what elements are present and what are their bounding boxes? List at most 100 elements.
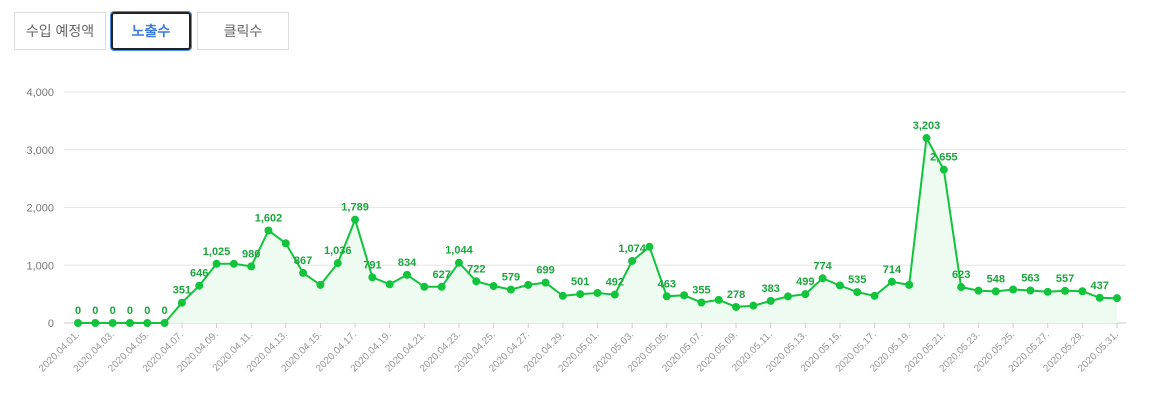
data-point bbox=[1026, 286, 1035, 295]
data-point bbox=[783, 292, 792, 301]
data-point bbox=[991, 287, 1000, 296]
data-label: 563 bbox=[1021, 272, 1039, 284]
data-point bbox=[281, 239, 290, 248]
data-label: 1,036 bbox=[324, 245, 352, 257]
data-label: 1,602 bbox=[255, 212, 283, 224]
data-label: 351 bbox=[173, 285, 191, 297]
x-axis: 2020.04.01.2020.04.03.2020.04.05.2020.04… bbox=[37, 323, 1121, 374]
y-tick-label: 1,000 bbox=[26, 260, 54, 272]
data-label: 383 bbox=[761, 283, 779, 295]
data-label: 579 bbox=[502, 272, 520, 284]
data-point bbox=[680, 291, 689, 300]
tab-clicks[interactable]: 클릭수 bbox=[197, 12, 289, 50]
data-label: 722 bbox=[467, 263, 485, 275]
data-label: 1,074 bbox=[618, 243, 646, 255]
data-point bbox=[385, 280, 394, 289]
data-point bbox=[437, 282, 446, 291]
data-label: 557 bbox=[1056, 273, 1074, 285]
data-point bbox=[801, 290, 810, 299]
data-label: 2,655 bbox=[930, 152, 958, 164]
data-point bbox=[264, 226, 273, 235]
data-point bbox=[143, 319, 152, 327]
data-label: 0 bbox=[144, 305, 150, 317]
data-point bbox=[610, 290, 619, 299]
data-label: 774 bbox=[813, 260, 832, 272]
data-point bbox=[212, 259, 221, 268]
data-point bbox=[524, 280, 533, 289]
data-label: 501 bbox=[571, 276, 589, 288]
data-point bbox=[351, 215, 360, 224]
data-point bbox=[749, 301, 758, 310]
y-tick-label: 2,000 bbox=[26, 203, 54, 215]
data-point bbox=[887, 277, 896, 286]
data-label: 714 bbox=[883, 264, 902, 276]
data-point bbox=[974, 286, 983, 295]
data-point bbox=[870, 291, 879, 300]
data-point bbox=[195, 281, 204, 290]
data-point bbox=[299, 268, 308, 277]
y-tick-label: 3,000 bbox=[26, 145, 54, 157]
data-point bbox=[818, 274, 827, 283]
data-point bbox=[108, 319, 117, 327]
data-point bbox=[472, 277, 481, 286]
data-point bbox=[333, 259, 342, 268]
data-label: 0 bbox=[110, 305, 116, 317]
data-label: 492 bbox=[606, 277, 624, 289]
data-label: 699 bbox=[536, 265, 554, 277]
data-label: 834 bbox=[398, 257, 417, 269]
data-point bbox=[645, 242, 654, 251]
data-label: 278 bbox=[727, 289, 745, 301]
data-point bbox=[558, 291, 567, 300]
data-point bbox=[125, 319, 134, 327]
data-point bbox=[853, 288, 862, 297]
data-label: 627 bbox=[432, 269, 450, 281]
data-label: 463 bbox=[658, 278, 676, 290]
data-point bbox=[662, 292, 671, 301]
tab-expected-revenue[interactable]: 수입 예정액 bbox=[14, 12, 106, 50]
data-point bbox=[316, 280, 325, 289]
tab-impressions[interactable]: 노출수 bbox=[110, 11, 192, 51]
data-label: 791 bbox=[363, 259, 381, 271]
data-point bbox=[368, 273, 377, 282]
data-point bbox=[766, 296, 775, 305]
data-label: 355 bbox=[692, 284, 710, 296]
data-point bbox=[939, 165, 948, 174]
data-label: 535 bbox=[848, 274, 866, 286]
data-point bbox=[1009, 285, 1018, 294]
data-point bbox=[576, 290, 585, 299]
data-point bbox=[489, 282, 498, 291]
data-label: 623 bbox=[952, 269, 970, 281]
data-point bbox=[506, 285, 515, 294]
series-area bbox=[78, 138, 1117, 323]
data-label: 499 bbox=[796, 276, 814, 288]
data-point bbox=[91, 319, 100, 327]
data-point bbox=[1061, 286, 1070, 295]
data-label: 1,044 bbox=[445, 245, 473, 257]
data-label: 0 bbox=[75, 305, 81, 317]
data-point bbox=[420, 282, 429, 291]
data-point bbox=[905, 280, 914, 289]
data-label: 437 bbox=[1091, 280, 1109, 292]
data-label: 0 bbox=[127, 305, 133, 317]
data-label: 3,203 bbox=[913, 120, 941, 132]
data-point bbox=[835, 281, 844, 290]
data-point bbox=[74, 319, 82, 327]
y-axis: 0 1,000 2,000 3,000 4,000 bbox=[26, 87, 54, 330]
data-point bbox=[714, 295, 723, 304]
data-point bbox=[957, 283, 966, 292]
data-point bbox=[732, 302, 741, 311]
metric-tabs: 수입 예정액 노출수 클릭수 bbox=[14, 11, 289, 51]
y-tick-label: 4,000 bbox=[26, 87, 54, 99]
data-point bbox=[403, 270, 412, 279]
data-point bbox=[628, 256, 637, 265]
data-point bbox=[160, 319, 169, 327]
data-label: 646 bbox=[190, 268, 208, 280]
data-point bbox=[247, 262, 256, 271]
data-point bbox=[1095, 293, 1104, 302]
data-point bbox=[541, 278, 550, 287]
data-label: 980 bbox=[242, 248, 260, 260]
data-point bbox=[177, 298, 186, 307]
data-label: 0 bbox=[92, 305, 98, 317]
